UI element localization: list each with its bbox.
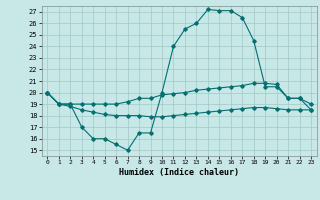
X-axis label: Humidex (Indice chaleur): Humidex (Indice chaleur) — [119, 168, 239, 177]
